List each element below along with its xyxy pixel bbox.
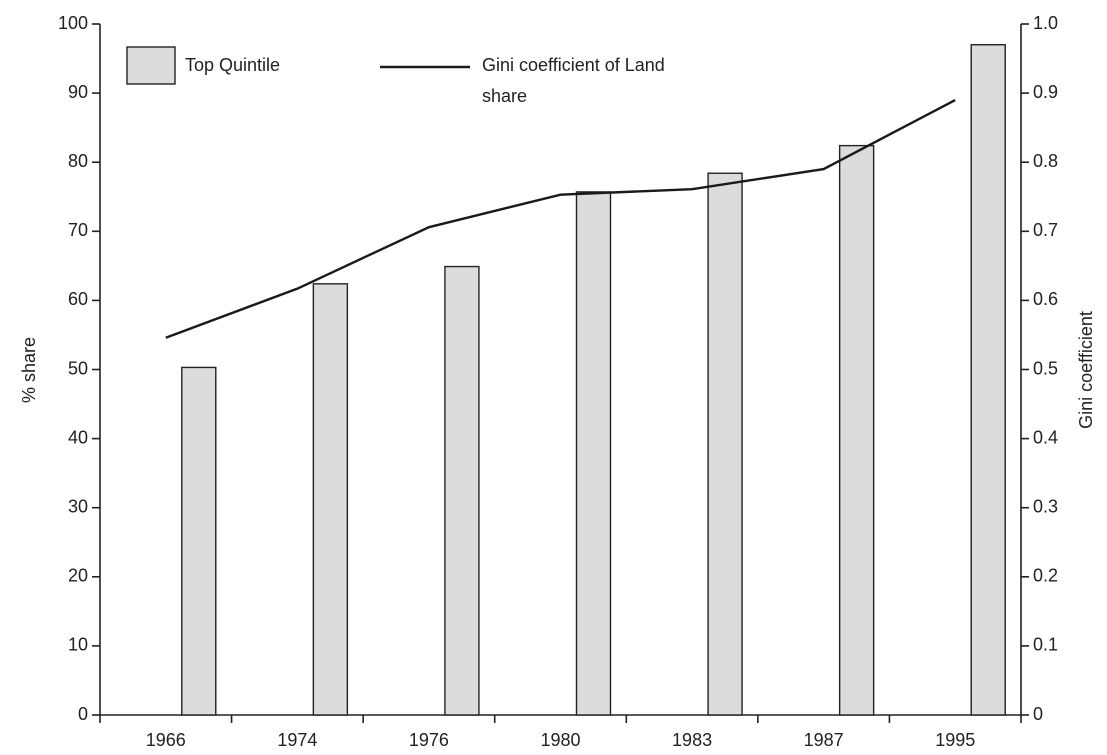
legend-label: Gini coefficient of Land share (482, 55, 665, 106)
y2-tick-label: 0.1 (1033, 635, 1058, 655)
y-tick-label: 60 (68, 289, 88, 309)
y2-tick-label: 0.4 (1033, 427, 1058, 447)
x-tick-label: 1974 (277, 730, 317, 750)
x-tick-label: 1976 (409, 730, 449, 750)
bar (970, 44, 1006, 716)
y2-tick-label: 0.8 (1033, 151, 1058, 171)
y2-tick-label: 0.9 (1033, 82, 1058, 102)
y2-tick-label: 0.3 (1033, 496, 1058, 516)
legend-label-text: Gini coefficient of Land share (482, 55, 665, 106)
y-tick-label: 20 (68, 566, 88, 586)
y-tick-label: 10 (68, 635, 88, 655)
y-tick-label: 100 (58, 13, 88, 33)
y2-tick-label: 0.2 (1033, 566, 1058, 586)
y2-tick-label: 1.0 (1033, 13, 1058, 33)
bar (575, 191, 612, 716)
bar (838, 144, 875, 716)
y2-tick-label: 0.6 (1033, 289, 1058, 309)
y2-tick-label: 0.7 (1033, 220, 1058, 240)
bar (444, 265, 480, 716)
y-tick-label: 70 (68, 220, 88, 240)
legend-label: Top Quintile (185, 55, 281, 75)
bar (181, 366, 217, 716)
line (165, 98, 956, 339)
y2-tick-label: 0 (1033, 704, 1043, 724)
legend-swatch (126, 46, 176, 85)
bar (707, 172, 743, 716)
y-tick-label: 80 (68, 151, 88, 171)
x-tick-label: 1995 (935, 730, 975, 750)
y-tick-label: 90 (68, 82, 88, 102)
y-tick-label: 40 (68, 427, 88, 447)
x-tick-label: 1987 (804, 730, 844, 750)
y2-tick-label: 0.5 (1033, 358, 1058, 378)
y-tick-label: 0 (78, 704, 88, 724)
x-tick-label: 1983 (672, 730, 712, 750)
bar (312, 283, 349, 716)
x-tick-label: 1966 (146, 730, 186, 750)
y-axis-label: % share (19, 337, 39, 403)
y-tick-label: 50 (68, 358, 88, 378)
x-tick-label: 1980 (540, 730, 580, 750)
y-tick-label: 30 (68, 496, 88, 516)
y2-axis-label: Gini coefficient (1076, 311, 1096, 429)
legend-label-text: Top Quintile (185, 55, 281, 75)
